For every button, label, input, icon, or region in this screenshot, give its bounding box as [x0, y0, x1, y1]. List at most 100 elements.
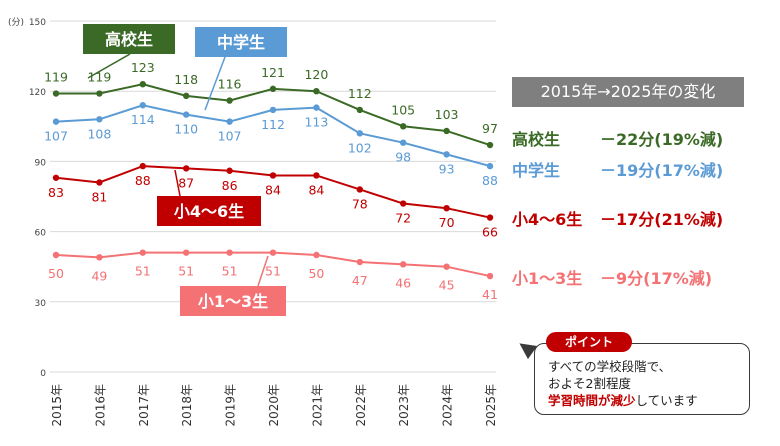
x-tick-label: 2016年 [93, 384, 107, 427]
data-label: 118 [174, 72, 198, 87]
data-point [226, 249, 233, 256]
series-tag-label: 小4～6生 [174, 202, 244, 221]
series-line [56, 83, 491, 146]
data-point [313, 88, 320, 95]
series-tag-box [180, 286, 286, 316]
x-tick-label: 2023年 [397, 384, 411, 427]
point-badge: ポイント [546, 332, 632, 352]
summary-value: －19分(17%減) [600, 161, 724, 180]
x-tick-label: 2022年 [354, 384, 368, 427]
y-tick-label: 30 [35, 299, 47, 309]
point-callout [534, 343, 750, 415]
data-point [96, 90, 103, 97]
data-point [313, 172, 320, 179]
data-label: 47 [352, 273, 368, 288]
data-label: 87 [178, 175, 194, 190]
data-point [226, 118, 233, 125]
data-label: 51 [135, 264, 151, 279]
data-label: 81 [91, 189, 107, 204]
summary-label: 小1～3生 [512, 269, 583, 288]
series-tag-box [195, 27, 287, 57]
point-highlight: 学習時間が減少 [548, 393, 636, 408]
data-point [96, 116, 103, 123]
point-line-2: およそ2割程度 [548, 376, 631, 391]
data-point [443, 151, 450, 158]
data-point [356, 186, 363, 193]
summary-label: 小4～6生 [512, 210, 583, 229]
data-label: 49 [91, 268, 107, 283]
data-label: 50 [48, 266, 64, 281]
data-point [356, 130, 363, 137]
data-label: 119 [44, 70, 68, 85]
data-label: 70 [439, 215, 455, 230]
data-point [400, 123, 407, 130]
series-tag-label: 小1～3生 [198, 292, 268, 311]
data-point [443, 263, 450, 270]
data-label: 88 [482, 173, 498, 188]
data-label: 120 [304, 67, 328, 82]
data-label: 123 [131, 60, 155, 75]
data-point [356, 106, 363, 114]
data-point [269, 172, 277, 179]
data-label: 72 [395, 211, 411, 226]
data-label: 41 [482, 287, 498, 302]
point-line-3-rest: しています [635, 393, 698, 408]
x-tick-label: 2025年 [484, 384, 498, 427]
data-label: 84 [265, 182, 281, 197]
data-point [313, 251, 320, 259]
point-text: すべての学校段階で、 およそ2割程度 学習時間が減少しています [548, 358, 744, 409]
data-point [486, 162, 494, 170]
data-point [400, 200, 407, 207]
data-point [486, 141, 494, 149]
data-point [139, 80, 146, 88]
series-line [55, 104, 491, 168]
data-label: 114 [131, 112, 155, 127]
data-point [96, 254, 103, 261]
data-label: 97 [482, 121, 498, 136]
summary-label: 高校生 [512, 130, 561, 149]
data-label: 121 [261, 65, 285, 80]
x-tick-label: 2020年 [267, 384, 281, 427]
x-tick-label: 2017年 [137, 384, 151, 427]
summary-value: －22分(19%減) [600, 130, 724, 149]
series-tag-leader [257, 255, 269, 287]
data-label: 88 [135, 173, 151, 188]
data-point [443, 127, 450, 135]
data-point [356, 258, 363, 266]
data-point [96, 179, 103, 186]
series-tag-box [83, 24, 175, 54]
point-line-1: すべての学校段階で、 [548, 359, 672, 374]
series-tag-leader [204, 56, 226, 111]
y-tick-label: 150 [29, 18, 46, 28]
data-label: 78 [352, 196, 368, 211]
summary-value: －9分(17%減) [600, 269, 713, 288]
data-point [183, 111, 190, 118]
data-label: 84 [308, 182, 324, 197]
data-label: 45 [439, 278, 455, 293]
data-point [183, 249, 190, 256]
data-label: 119 [87, 70, 111, 85]
data-point [400, 139, 407, 146]
data-point [269, 106, 277, 114]
data-label: 98 [395, 150, 411, 165]
y-axis-label: (分) [8, 17, 24, 28]
data-label: 108 [87, 126, 111, 141]
point-line-3: 学習時間が減少しています [548, 392, 744, 409]
data-label: 105 [391, 102, 415, 117]
data-label: 93 [439, 161, 455, 176]
data-label: 107 [44, 129, 68, 144]
x-tick-label: 2024年 [441, 384, 455, 427]
data-point [139, 102, 146, 109]
data-label: 51 [265, 264, 281, 279]
data-point [313, 104, 320, 111]
y-tick-label: 90 [35, 158, 47, 168]
y-tick-label: 60 [35, 229, 47, 239]
data-label: 83 [48, 185, 64, 200]
data-label: 107 [218, 129, 242, 144]
series-tag-leader [87, 53, 131, 79]
x-tick-label: 2015年 [50, 384, 64, 427]
data-label: 102 [348, 140, 372, 155]
data-label: 116 [218, 77, 242, 92]
series-tag-leader [174, 169, 181, 197]
data-point [226, 167, 233, 174]
